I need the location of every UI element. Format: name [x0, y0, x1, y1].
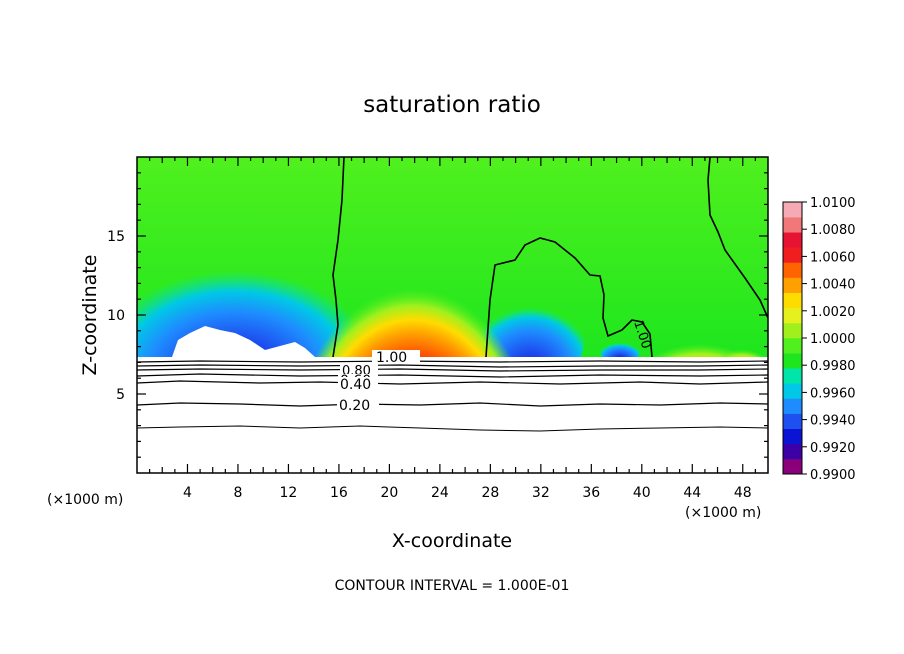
y-tick-label: 15	[107, 229, 125, 245]
y-axis-label: Z-coordinate	[79, 255, 101, 376]
x-tick-label: 48	[734, 485, 752, 501]
contour-lowest	[137, 425, 768, 432]
colorbar-swatch	[783, 338, 802, 354]
contour-1-00-right	[707, 157, 768, 319]
colorbar	[783, 202, 802, 475]
x-tick-label: 36	[582, 485, 600, 501]
x-tick-label: 20	[380, 485, 398, 501]
colorbar-swatch	[783, 413, 802, 429]
colorbar-swatch	[783, 428, 802, 445]
contour-surface-a	[137, 360, 768, 363]
x-tick-labels: 4 8 12 16 20 24 28 32 36 40 44 48	[183, 485, 752, 501]
colorbar-swatch	[783, 458, 802, 475]
colorbar-swatch	[783, 307, 802, 324]
y-tick-labels: 5 10 15	[107, 229, 125, 403]
x-tick-label: 44	[683, 485, 701, 501]
colorbar-swatch	[783, 277, 802, 293]
colorbar-swatch	[783, 217, 802, 233]
colorbar-swatch	[783, 322, 802, 339]
contour-surface-b	[137, 364, 768, 368]
contour-1-00-left	[332, 157, 345, 358]
contour-label-0-20: 0.20	[339, 398, 370, 414]
colorbar-label: 1.0000	[810, 332, 856, 347]
colorbar-label: 1.0100	[810, 196, 856, 211]
colorbar-label: 0.9980	[810, 359, 856, 374]
x-unit-left: (×1000 m)	[47, 492, 123, 508]
contour-interval-footer: CONTOUR INTERVAL = 1.000E-01	[335, 578, 570, 594]
colorbar-label: 1.0040	[810, 278, 856, 293]
contour-0-40	[137, 380, 768, 385]
contour-label-1-00: 1.00	[376, 350, 407, 366]
colorbar-swatch	[783, 353, 802, 369]
contour-0-20	[137, 402, 768, 407]
colorbar-swatch	[783, 368, 802, 384]
supersaturated-plume	[313, 210, 513, 357]
contour-label-0-40: 0.40	[340, 377, 371, 393]
colorbar-label: 0.9920	[810, 441, 856, 456]
colorbar-swatch	[783, 247, 802, 263]
x-tick-label: 28	[481, 485, 499, 501]
colorbar-label: 1.0060	[810, 250, 856, 265]
colorbar-labels: 1.0100 1.0080 1.0060 1.0040 1.0020 1.0000 0.99…	[802, 196, 856, 483]
colorbar-swatch	[783, 443, 802, 460]
contour-0-80	[137, 368, 768, 372]
y-tick-label: 5	[116, 387, 125, 403]
x-tick-label: 4	[183, 485, 192, 501]
white-core-left	[172, 326, 315, 357]
colorbar-swatch	[783, 232, 802, 248]
contour-1-00-mid	[485, 237, 653, 358]
colorbar-swatch	[783, 202, 802, 218]
contour-lines	[137, 157, 768, 432]
x-tick-label: 24	[431, 485, 449, 501]
x-tick-label: 16	[330, 485, 348, 501]
colorbar-swatch	[783, 262, 802, 278]
colorbar-label: 0.9940	[810, 414, 856, 429]
contour-0-60	[137, 373, 768, 378]
x-tick-label: 40	[633, 485, 651, 501]
colorbar-label: 0.9900	[810, 468, 856, 483]
colorbar-swatch	[783, 383, 802, 399]
axis-ticks	[137, 157, 768, 473]
chart-title: saturation ratio	[363, 92, 541, 118]
supersaturated-cell-far-right	[714, 334, 768, 357]
contour-fill-field	[137, 157, 768, 357]
colorbar-label: 1.0020	[810, 305, 856, 320]
colorbar-swatch	[783, 398, 802, 414]
x-unit-right: (×1000 m)	[685, 505, 761, 521]
colorbar-label: 0.9960	[810, 386, 856, 401]
x-tick-label: 12	[280, 485, 298, 501]
dry-region-small	[600, 336, 640, 357]
colorbar-label: 1.0080	[810, 223, 856, 238]
colorbar-swatch	[783, 292, 802, 309]
x-tick-label: 32	[532, 485, 550, 501]
x-tick-label: 8	[233, 485, 242, 501]
y-tick-label: 10	[107, 308, 125, 324]
dry-region-left	[137, 237, 355, 357]
x-axis-label: X-coordinate	[392, 530, 512, 552]
